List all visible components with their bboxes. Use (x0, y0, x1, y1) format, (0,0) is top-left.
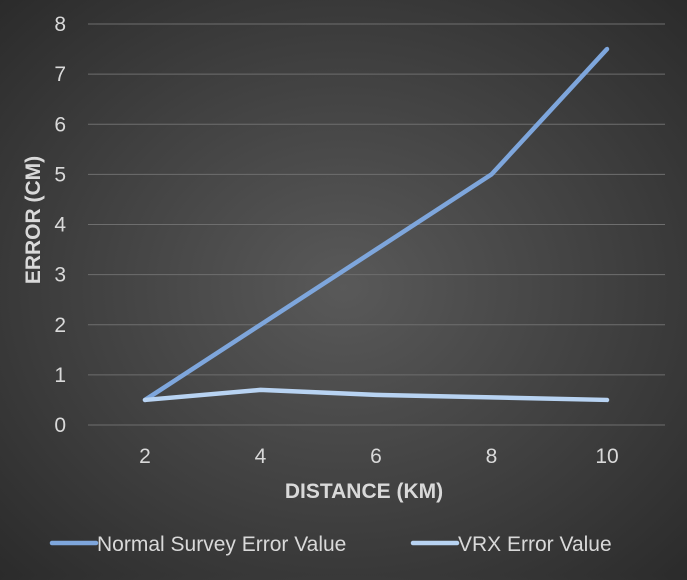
series-lines (142, 46, 610, 403)
x-tick-label: 8 (486, 445, 498, 468)
x-axis-ticks: 2 4 6 8 10 (139, 445, 619, 468)
y-tick-label: 8 (54, 13, 66, 36)
x-tick-label: 10 (595, 445, 618, 468)
series-line-normal-survey (142, 46, 610, 403)
y-tick-label: 2 (54, 314, 66, 337)
y-axis-ticks: 0 1 2 3 4 5 6 7 8 (54, 13, 66, 437)
x-axis-title: DISTANCE (KM) (285, 480, 443, 503)
y-axis-title: ERROR (CM) (22, 156, 45, 284)
legend: Normal Survey Error Value VRX Error Valu… (49, 533, 612, 556)
y-tick-label: 1 (54, 364, 66, 387)
y-tick-label: 6 (54, 113, 66, 136)
legend-label-vrx: VRX Error Value (458, 533, 612, 556)
y-tick-label: 3 (54, 264, 66, 287)
y-tick-label: 0 (54, 414, 66, 437)
y-tick-label: 4 (54, 214, 66, 237)
legend-label-normal-survey: Normal Survey Error Value (97, 533, 346, 556)
x-tick-label: 6 (370, 445, 382, 468)
y-tick-label: 7 (54, 63, 66, 86)
x-tick-label: 4 (255, 445, 267, 468)
x-tick-label: 2 (139, 445, 151, 468)
series-line-vrx (142, 387, 610, 403)
gridlines (88, 23, 665, 426)
y-tick-label: 5 (54, 163, 66, 186)
